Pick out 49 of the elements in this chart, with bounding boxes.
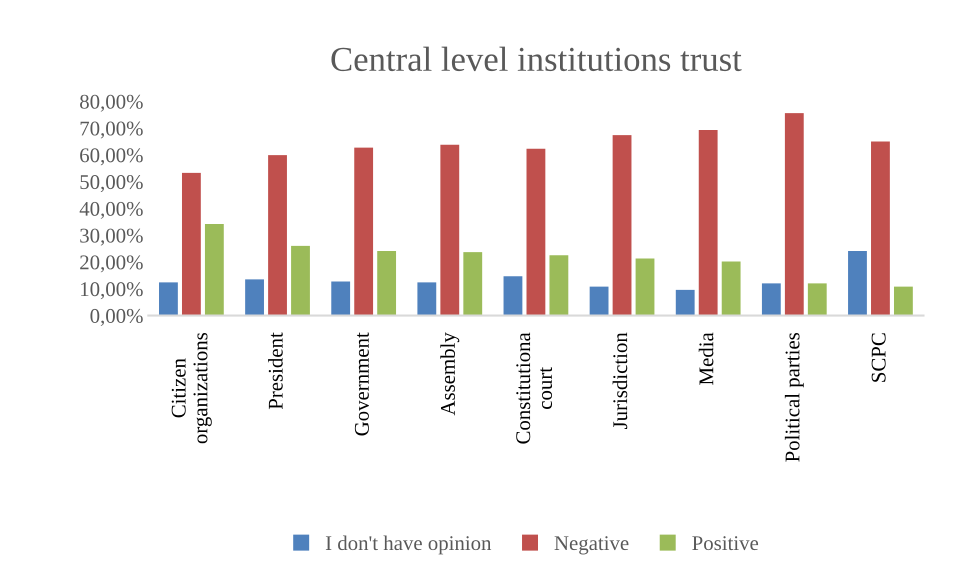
y-tick-label: 60,00% — [80, 148, 143, 166]
bar — [182, 172, 201, 316]
x-tick-label: Government — [354, 332, 369, 436]
bar — [871, 141, 890, 316]
bar — [848, 251, 867, 316]
x-tick-label: Citizen organizations — [172, 332, 212, 444]
bar — [354, 148, 374, 316]
legend-label: Positive — [692, 536, 758, 550]
y-tick-label: 10,00% — [81, 282, 143, 300]
bar — [636, 258, 654, 316]
x-tick-label: Political parties — [784, 332, 804, 462]
x-tick-label: SCPC — [872, 333, 886, 382]
bar — [159, 282, 178, 316]
bar — [549, 255, 568, 316]
bar — [762, 283, 781, 316]
y-tick-label: 80,00% — [80, 94, 143, 112]
y-tick-label: 20,00% — [80, 255, 143, 272]
bar — [245, 279, 264, 316]
bar — [698, 130, 718, 316]
x-tick-label: Media — [698, 332, 714, 385]
bar — [440, 144, 460, 316]
chart-title: Central level institutions trust — [331, 46, 742, 72]
bar — [894, 286, 913, 316]
bar — [504, 276, 522, 316]
x-tick-label: Assembly — [440, 332, 460, 416]
x-tick-label: President — [268, 332, 283, 410]
bar — [722, 261, 741, 316]
y-tick-label: 40,00% — [80, 202, 143, 219]
bar — [784, 113, 804, 316]
y-tick-label: 30,00% — [80, 228, 143, 246]
y-tick-label: 70,00% — [80, 121, 143, 139]
bar — [417, 282, 436, 316]
bar — [291, 246, 310, 316]
bar — [526, 148, 546, 316]
bar — [377, 251, 396, 316]
x-tick-label: Constitutiona court — [516, 332, 552, 444]
bar — [808, 283, 827, 316]
bar — [268, 155, 287, 316]
x-tick-label: Jurisdiction — [612, 332, 628, 430]
y-tick-label: 0,00% — [90, 308, 143, 326]
bar — [463, 252, 482, 316]
legend-label: I don't have opinion — [326, 536, 492, 554]
legend-label: Negative — [554, 536, 628, 554]
bar — [590, 286, 608, 316]
bar — [204, 224, 224, 316]
bar — [612, 135, 632, 316]
bar — [331, 282, 350, 316]
bar — [676, 290, 695, 316]
y-tick-label: 50,00% — [80, 175, 143, 192]
